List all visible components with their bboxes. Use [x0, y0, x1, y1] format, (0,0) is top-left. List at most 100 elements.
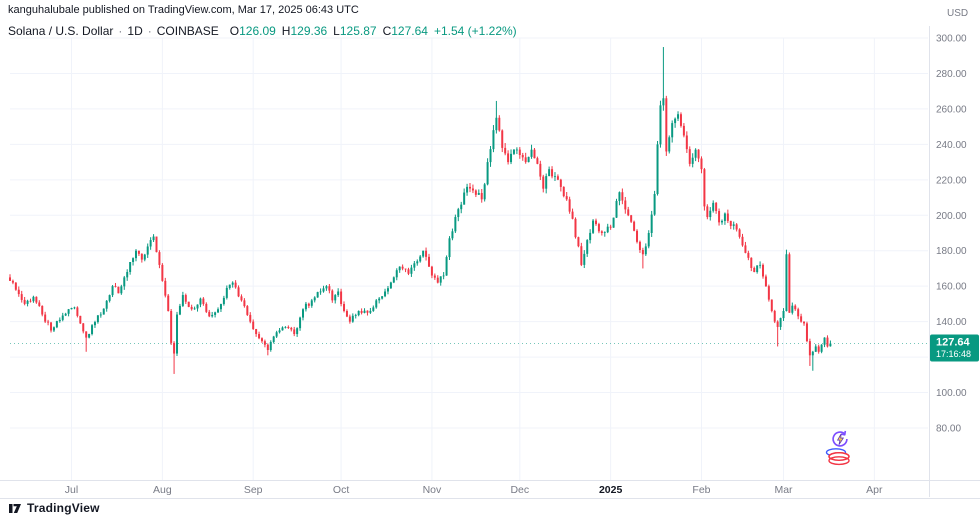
candle-body [609, 226, 612, 228]
candle-body [597, 224, 600, 232]
candle-body [126, 272, 129, 278]
candle-body [176, 314, 179, 354]
candle-body [439, 276, 442, 283]
candle-body [662, 98, 665, 106]
ohlc-values: O126.09 H129.36 L125.87 C127.64 +1.54 (+… [230, 24, 517, 38]
candle-body [659, 105, 662, 145]
candle-body [559, 179, 562, 187]
candle-body [9, 277, 11, 281]
candle-body [108, 295, 111, 301]
candle-body [214, 312, 217, 315]
candle-body [820, 344, 823, 352]
candle-body [621, 192, 624, 201]
candle-body [345, 311, 348, 317]
candle-body [322, 288, 325, 292]
candle-body [35, 296, 38, 303]
candle-body [199, 298, 202, 305]
candle-body [29, 300, 32, 302]
price-tick-label: 280.00 [936, 69, 967, 80]
candle-body [132, 258, 135, 262]
candle-body [615, 200, 618, 218]
candle-body [296, 328, 299, 335]
candle-body [656, 144, 659, 194]
candle-body [158, 252, 161, 265]
candle-body [231, 282, 234, 285]
candle-body [120, 286, 123, 294]
candle-body [319, 291, 322, 293]
time-tick-label: Nov [423, 484, 442, 496]
candle-body [732, 224, 735, 226]
candle-body [466, 186, 469, 193]
price-tick-label: 260.00 [936, 104, 967, 115]
candle-body [580, 246, 583, 265]
candle-body [706, 206, 709, 218]
candle-body [386, 288, 389, 292]
candle-body [178, 305, 181, 315]
candle-body [448, 238, 451, 258]
candle-body [454, 217, 457, 232]
candle-body [299, 317, 302, 329]
candle-body [700, 158, 703, 170]
candle-body [117, 286, 120, 294]
candle-body [105, 300, 108, 309]
candle-body [372, 307, 375, 311]
candle-body [161, 264, 164, 281]
candle-body [167, 295, 170, 311]
candle-body [595, 220, 597, 225]
attribution-text: kanguhalubale published on TradingView.c… [8, 4, 359, 16]
tradingview-brand: TradingView [27, 501, 100, 515]
candle-body [287, 326, 290, 328]
symbol-title[interactable]: Solana / U.S. Dollar [8, 24, 114, 38]
price-tick-label: 240.00 [936, 140, 967, 151]
candle-body [638, 241, 641, 250]
time-tick-label: Feb [692, 484, 710, 496]
refresh-bolt-sticker[interactable] [829, 428, 851, 455]
candle-body [26, 300, 29, 304]
candle-body [644, 246, 647, 255]
candle-body [222, 297, 225, 305]
candle-body [627, 209, 630, 216]
close-label: C [382, 24, 392, 38]
candle-body [310, 300, 313, 306]
candle-body [76, 307, 79, 316]
tradingview-footer[interactable]: TradingView [8, 501, 100, 515]
candle-body [592, 220, 595, 233]
candle-body [208, 311, 211, 317]
candle-body [460, 204, 463, 210]
candle-body [653, 194, 656, 215]
coins-sticker[interactable] [824, 447, 852, 472]
high-value: 129.36 [290, 24, 328, 38]
candle-body [260, 338, 263, 342]
candle-body [650, 214, 653, 233]
candle-body [553, 176, 556, 178]
candle-body [278, 330, 281, 333]
candle-body [284, 326, 287, 328]
candle-body [709, 210, 712, 218]
candle-body [234, 282, 237, 288]
candle-body [674, 118, 677, 124]
candle-body [817, 346, 820, 352]
interval-label[interactable]: 1D [127, 24, 143, 38]
candle-body [140, 253, 143, 260]
candle-body [480, 193, 483, 200]
candle-body [354, 315, 357, 316]
candle-body [357, 311, 360, 316]
candle-body [413, 263, 416, 268]
candle-body [375, 300, 378, 308]
candle-body [316, 292, 319, 298]
candle-body [114, 286, 117, 287]
chart-legend[interactable]: Solana / U.S. Dollar · 1D · COINBASE O12… [8, 24, 517, 38]
candle-body [618, 192, 621, 201]
candle-body [384, 291, 387, 297]
candle-body [589, 232, 592, 241]
candle-body [55, 321, 58, 328]
svg-text:17:16:48: 17:16:48 [936, 349, 971, 359]
candle-body [102, 308, 105, 315]
candle-body [636, 230, 639, 242]
candle-body [583, 253, 586, 265]
candle-body [334, 295, 337, 301]
candle-body [410, 267, 413, 274]
candle-body [422, 250, 425, 257]
candle-body [735, 224, 738, 230]
